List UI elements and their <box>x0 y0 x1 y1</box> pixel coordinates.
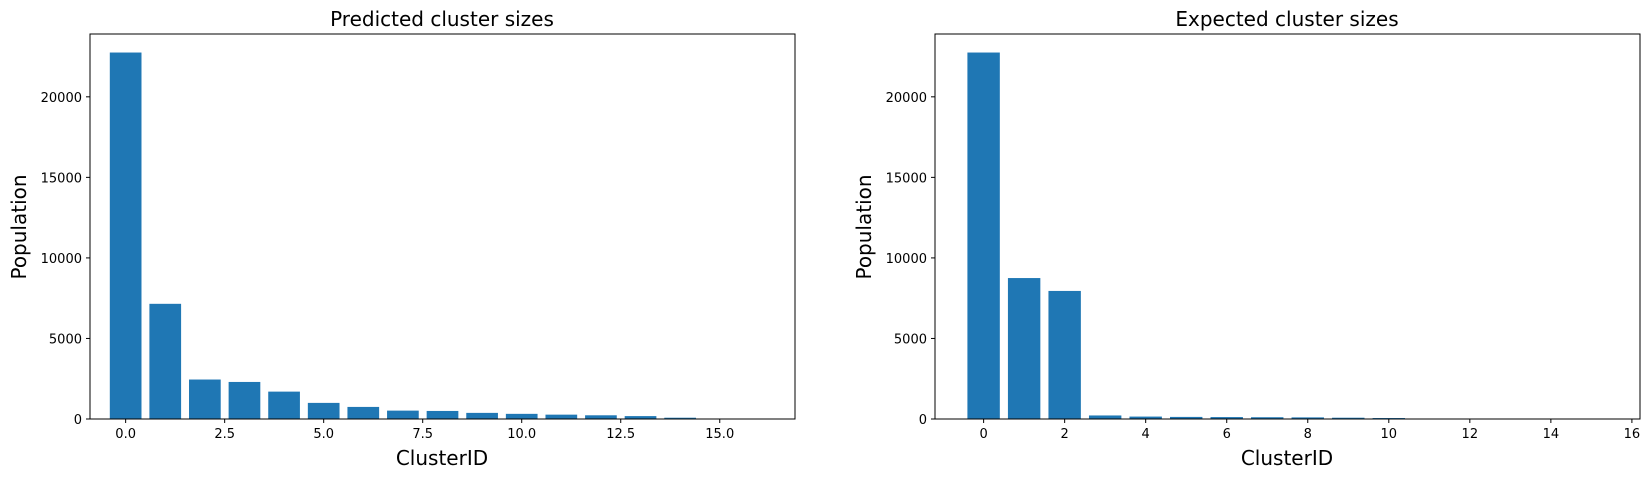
y-tick-label: 10000 <box>41 252 82 267</box>
bar-cluster-13 <box>624 416 657 419</box>
bar-cluster-5 <box>307 402 340 419</box>
y-tick-label: 10000 <box>886 252 927 267</box>
bar-cluster-10 <box>505 413 538 419</box>
bar-cluster-9 <box>466 412 498 419</box>
plot-frame <box>934 33 1641 420</box>
bar-cluster-2 <box>1048 290 1081 419</box>
x-tick-label: 6 <box>1223 427 1231 442</box>
x-tick-label: 5.0 <box>313 427 334 442</box>
bar-cluster-4 <box>268 391 300 419</box>
x-tick-label: 2 <box>1061 427 1069 442</box>
y-tick-label: 0 <box>74 413 82 428</box>
bar-cluster-5 <box>1170 416 1203 419</box>
bar-cluster-8 <box>1291 417 1324 419</box>
bar-cluster-12 <box>585 415 617 419</box>
plot-frame <box>89 33 796 420</box>
x-tick-label: 4 <box>1142 427 1150 442</box>
bar-cluster-2 <box>189 379 221 419</box>
x-tick-label: 12.5 <box>606 427 635 442</box>
x-tick-label: 10.0 <box>507 427 536 442</box>
bar-cluster-6 <box>347 406 380 419</box>
chart-title: Predicted cluster sizes <box>330 7 554 31</box>
y-tick-label: 15000 <box>41 171 82 186</box>
y-axis-label: Population <box>7 174 31 279</box>
bar-cluster-1 <box>1007 278 1041 419</box>
y-ticks-group: 0 5000 10000 15000 20000 <box>886 91 935 428</box>
x-tick-label: 0 <box>979 427 987 442</box>
bar-cluster-6 <box>1210 417 1243 419</box>
x-tick-label: 7.5 <box>412 427 433 442</box>
bar-cluster-8 <box>426 410 459 419</box>
bar-cluster-3 <box>1088 415 1122 419</box>
x-tick-label: 12 <box>1462 427 1479 442</box>
x-tick-label: 0.0 <box>115 427 136 442</box>
y-tick-label: 20000 <box>41 91 82 106</box>
bars-group <box>109 52 776 419</box>
expected-cluster-sizes-chart: Expected cluster sizes 0 2 4 6 8 10 12 14 16 0 50… <box>852 7 1641 470</box>
y-tick-label: 15000 <box>886 171 927 186</box>
x-tick-label: 10 <box>1381 427 1398 442</box>
bar-cluster-7 <box>387 410 419 419</box>
y-tick-label: 5000 <box>49 332 82 347</box>
x-tick-label: 2.5 <box>214 427 235 442</box>
bar-cluster-9 <box>1332 417 1365 419</box>
x-axis-label: ClusterID <box>396 446 488 470</box>
bars-group <box>967 52 1608 419</box>
x-tick-label: 15.0 <box>705 427 734 442</box>
chart-title: Expected cluster sizes <box>1175 7 1398 31</box>
bar-cluster-14 <box>664 417 696 419</box>
y-tick-label: 5000 <box>894 332 927 347</box>
x-axis-label: ClusterID <box>1241 446 1333 470</box>
x-tick-label: 14 <box>1543 427 1560 442</box>
bar-cluster-4 <box>1129 416 1162 419</box>
x-ticks-group: 0.0 2.5 5.0 7.5 10.0 12.5 15.0 <box>115 419 734 442</box>
x-tick-label: 16 <box>1624 427 1641 442</box>
bar-cluster-3 <box>228 381 261 419</box>
bar-cluster-0 <box>967 52 1000 419</box>
bar-cluster-0 <box>109 52 142 419</box>
x-ticks-group: 0 2 4 6 8 10 12 14 16 <box>979 419 1640 442</box>
y-axis-label: Population <box>852 174 876 279</box>
predicted-cluster-sizes-chart: Predicted cluster sizes 0.0 2.5 5.0 7.5 10.0… <box>7 7 796 470</box>
bar-cluster-1 <box>149 303 182 419</box>
y-ticks-group: 0 5000 10000 15000 20000 <box>41 91 90 428</box>
x-tick-label: 8 <box>1304 427 1312 442</box>
bar-cluster-11 <box>545 414 578 419</box>
y-tick-label: 20000 <box>886 91 927 106</box>
bar-cluster-7 <box>1251 417 1284 419</box>
y-tick-label: 0 <box>919 413 927 428</box>
